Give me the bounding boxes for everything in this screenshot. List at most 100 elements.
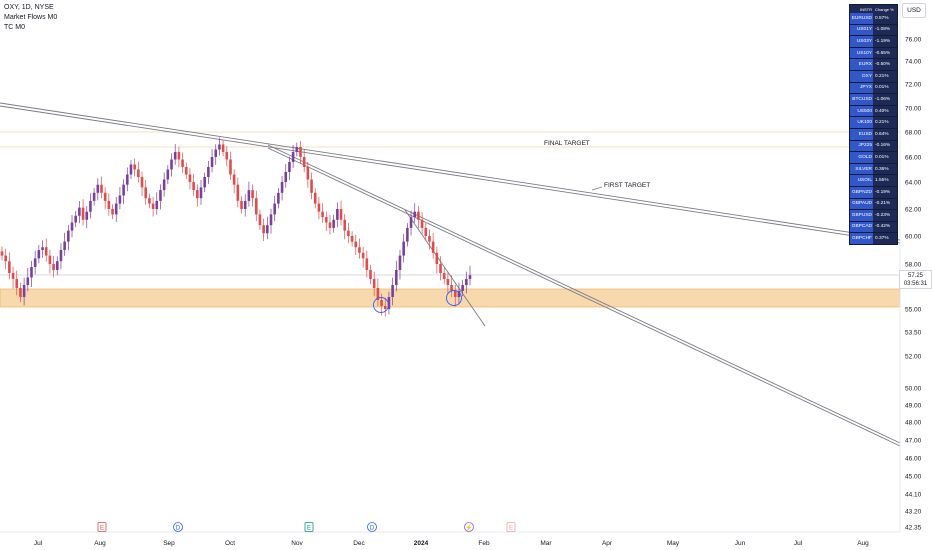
event-markers: E D E D ⚡ E <box>97 522 516 532</box>
last-price-badge: 57.25 03:56:31 <box>899 270 932 289</box>
candle-body <box>310 179 313 193</box>
candle-body <box>114 203 118 215</box>
candle-body <box>181 159 184 167</box>
watchlist-row[interactable]: GBPNZD -0.19% <box>850 185 897 198</box>
candles-group <box>0 137 472 317</box>
price-tick-label: 47.00 <box>905 437 922 444</box>
currency-button[interactable]: USD <box>902 3 926 18</box>
watchlist-row[interactable]: EURX -0.50% <box>850 58 897 70</box>
watchlist-change: -0.50% <box>875 62 891 68</box>
price-tick-label: 66.00 <box>905 154 922 161</box>
watchlist-symbol: UK100 <box>850 117 873 128</box>
candle-body <box>254 198 258 215</box>
first-target-arrow <box>591 186 603 191</box>
event-marker[interactable]: E <box>97 522 107 532</box>
candle-body <box>30 267 33 278</box>
time-tick-label: Feb <box>478 540 490 547</box>
watchlist-symbol: EURX <box>850 59 873 70</box>
candle-body <box>89 200 92 212</box>
candle-body <box>196 190 199 199</box>
candle-body <box>324 217 328 223</box>
event-marker[interactable]: D <box>367 522 377 532</box>
candle-body <box>435 252 439 264</box>
candle-body <box>92 192 96 201</box>
candle-body <box>369 270 372 279</box>
watchlist-row[interactable]: EURUSD 0.57% <box>850 13 897 24</box>
candle-body <box>15 279 19 288</box>
time-axis[interactable]: Jul Aug Sep Oct Nov Dec 2024 Feb Mar Apr May Jun Jul… <box>34 540 869 547</box>
candle-body <box>240 200 243 209</box>
watchlist-symbol: GBPAUD <box>850 198 873 210</box>
watchlist-change: 0.21% <box>875 73 889 79</box>
candle-body <box>387 297 391 309</box>
candle-body <box>100 184 103 193</box>
candle-body <box>450 285 453 291</box>
watchlist-symbol: BTCUSD <box>850 94 873 105</box>
candle-body <box>376 288 380 300</box>
candle-body <box>26 277 30 285</box>
candle-body <box>122 184 125 196</box>
candle-body <box>273 203 276 215</box>
candle-body <box>306 167 310 180</box>
trendline-steep[interactable] <box>267 144 901 447</box>
svg-text:D: D <box>176 525 181 531</box>
candle-body <box>354 241 358 248</box>
candle-body <box>184 167 188 175</box>
watchlist-row[interactable]: GBPAUD -0.21% <box>850 197 897 210</box>
candle-body <box>229 159 232 175</box>
candle-body <box>85 211 89 220</box>
watchlist-row[interactable]: US10Y -0.65% <box>850 46 897 59</box>
candle-body <box>225 152 229 160</box>
event-marker[interactable]: E <box>506 522 516 532</box>
trendline-long[interactable] <box>0 102 901 244</box>
candle-body <box>151 203 155 209</box>
watchlist-row[interactable]: GBPCAD -0.42% <box>850 220 897 233</box>
svg-text:⚡: ⚡ <box>465 523 472 531</box>
watchlist-row[interactable]: US03Y -1.19% <box>850 35 897 47</box>
watchlist-change: -1.06% <box>875 96 891 102</box>
candle-body <box>188 174 192 182</box>
indicator-tc[interactable]: TC M0 <box>4 24 25 31</box>
watchlist-change: 0.57% <box>875 15 889 21</box>
watchlist-row[interactable]: UK100 0.21% <box>850 116 897 128</box>
watchlist-row[interactable]: BTCUSD -1.06% <box>850 93 897 105</box>
watchlist-change: -0.23% <box>875 212 891 218</box>
watchlist-row[interactable]: GBPUSD -0.23% <box>850 209 897 221</box>
candle-body <box>402 241 405 256</box>
time-tick-label: Oct <box>225 540 235 547</box>
watchlist-row[interactable]: USOIL 1.55% <box>850 174 897 186</box>
candle-body <box>420 219 424 228</box>
watchlist-row[interactable]: GBPCHF 0.37% <box>850 232 897 244</box>
candle-body <box>236 184 240 201</box>
candle-body <box>207 167 210 177</box>
candle-body <box>170 159 173 170</box>
watchlist-table: INSTR Change % EURUSD 0.57% US01Y -1.08% US0… <box>849 4 898 245</box>
watchlist-row[interactable]: SILVER 0.36% <box>850 162 897 175</box>
watchlist-change: 0.01% <box>875 154 889 160</box>
candle-body <box>0 251 4 256</box>
indicator-market-flows[interactable]: Market Flows M0 <box>4 14 58 21</box>
watchlist-row[interactable]: EUSD 0.64% <box>850 127 897 140</box>
price-axis[interactable]: 76.00 74.00 72.00 70.00 68.00 66.00 64.00 62.00… <box>905 36 922 531</box>
watchlist-row[interactable]: US01Y -1.08% <box>850 23 897 36</box>
candle-body <box>417 211 420 220</box>
candle-body <box>406 227 409 242</box>
watchlist-row[interactable]: US500 0.40% <box>850 104 897 117</box>
symbol-title: OXY, 1D, NYSE <box>4 4 54 11</box>
watchlist-row[interactable]: GOLD 0.01% <box>850 151 897 163</box>
time-tick-label: 2024 <box>414 540 429 547</box>
watchlist-change: 1.55% <box>875 178 889 184</box>
watchlist-row[interactable]: JP225 -0.16% <box>850 139 897 152</box>
time-tick-label: Mar <box>540 540 552 547</box>
candle-body <box>203 177 206 188</box>
event-marker[interactable]: D <box>173 522 183 532</box>
watchlist-row[interactable]: DXY 0.21% <box>850 69 897 82</box>
watchlist-row[interactable]: JPYX 0.01% <box>850 81 897 94</box>
trendline-short[interactable] <box>404 209 486 327</box>
candle-body <box>214 149 218 157</box>
candle-body <box>461 285 464 291</box>
event-marker[interactable]: E <box>304 522 314 532</box>
event-marker[interactable]: ⚡ <box>464 522 474 532</box>
price-tick-label: 46.00 <box>905 455 922 462</box>
